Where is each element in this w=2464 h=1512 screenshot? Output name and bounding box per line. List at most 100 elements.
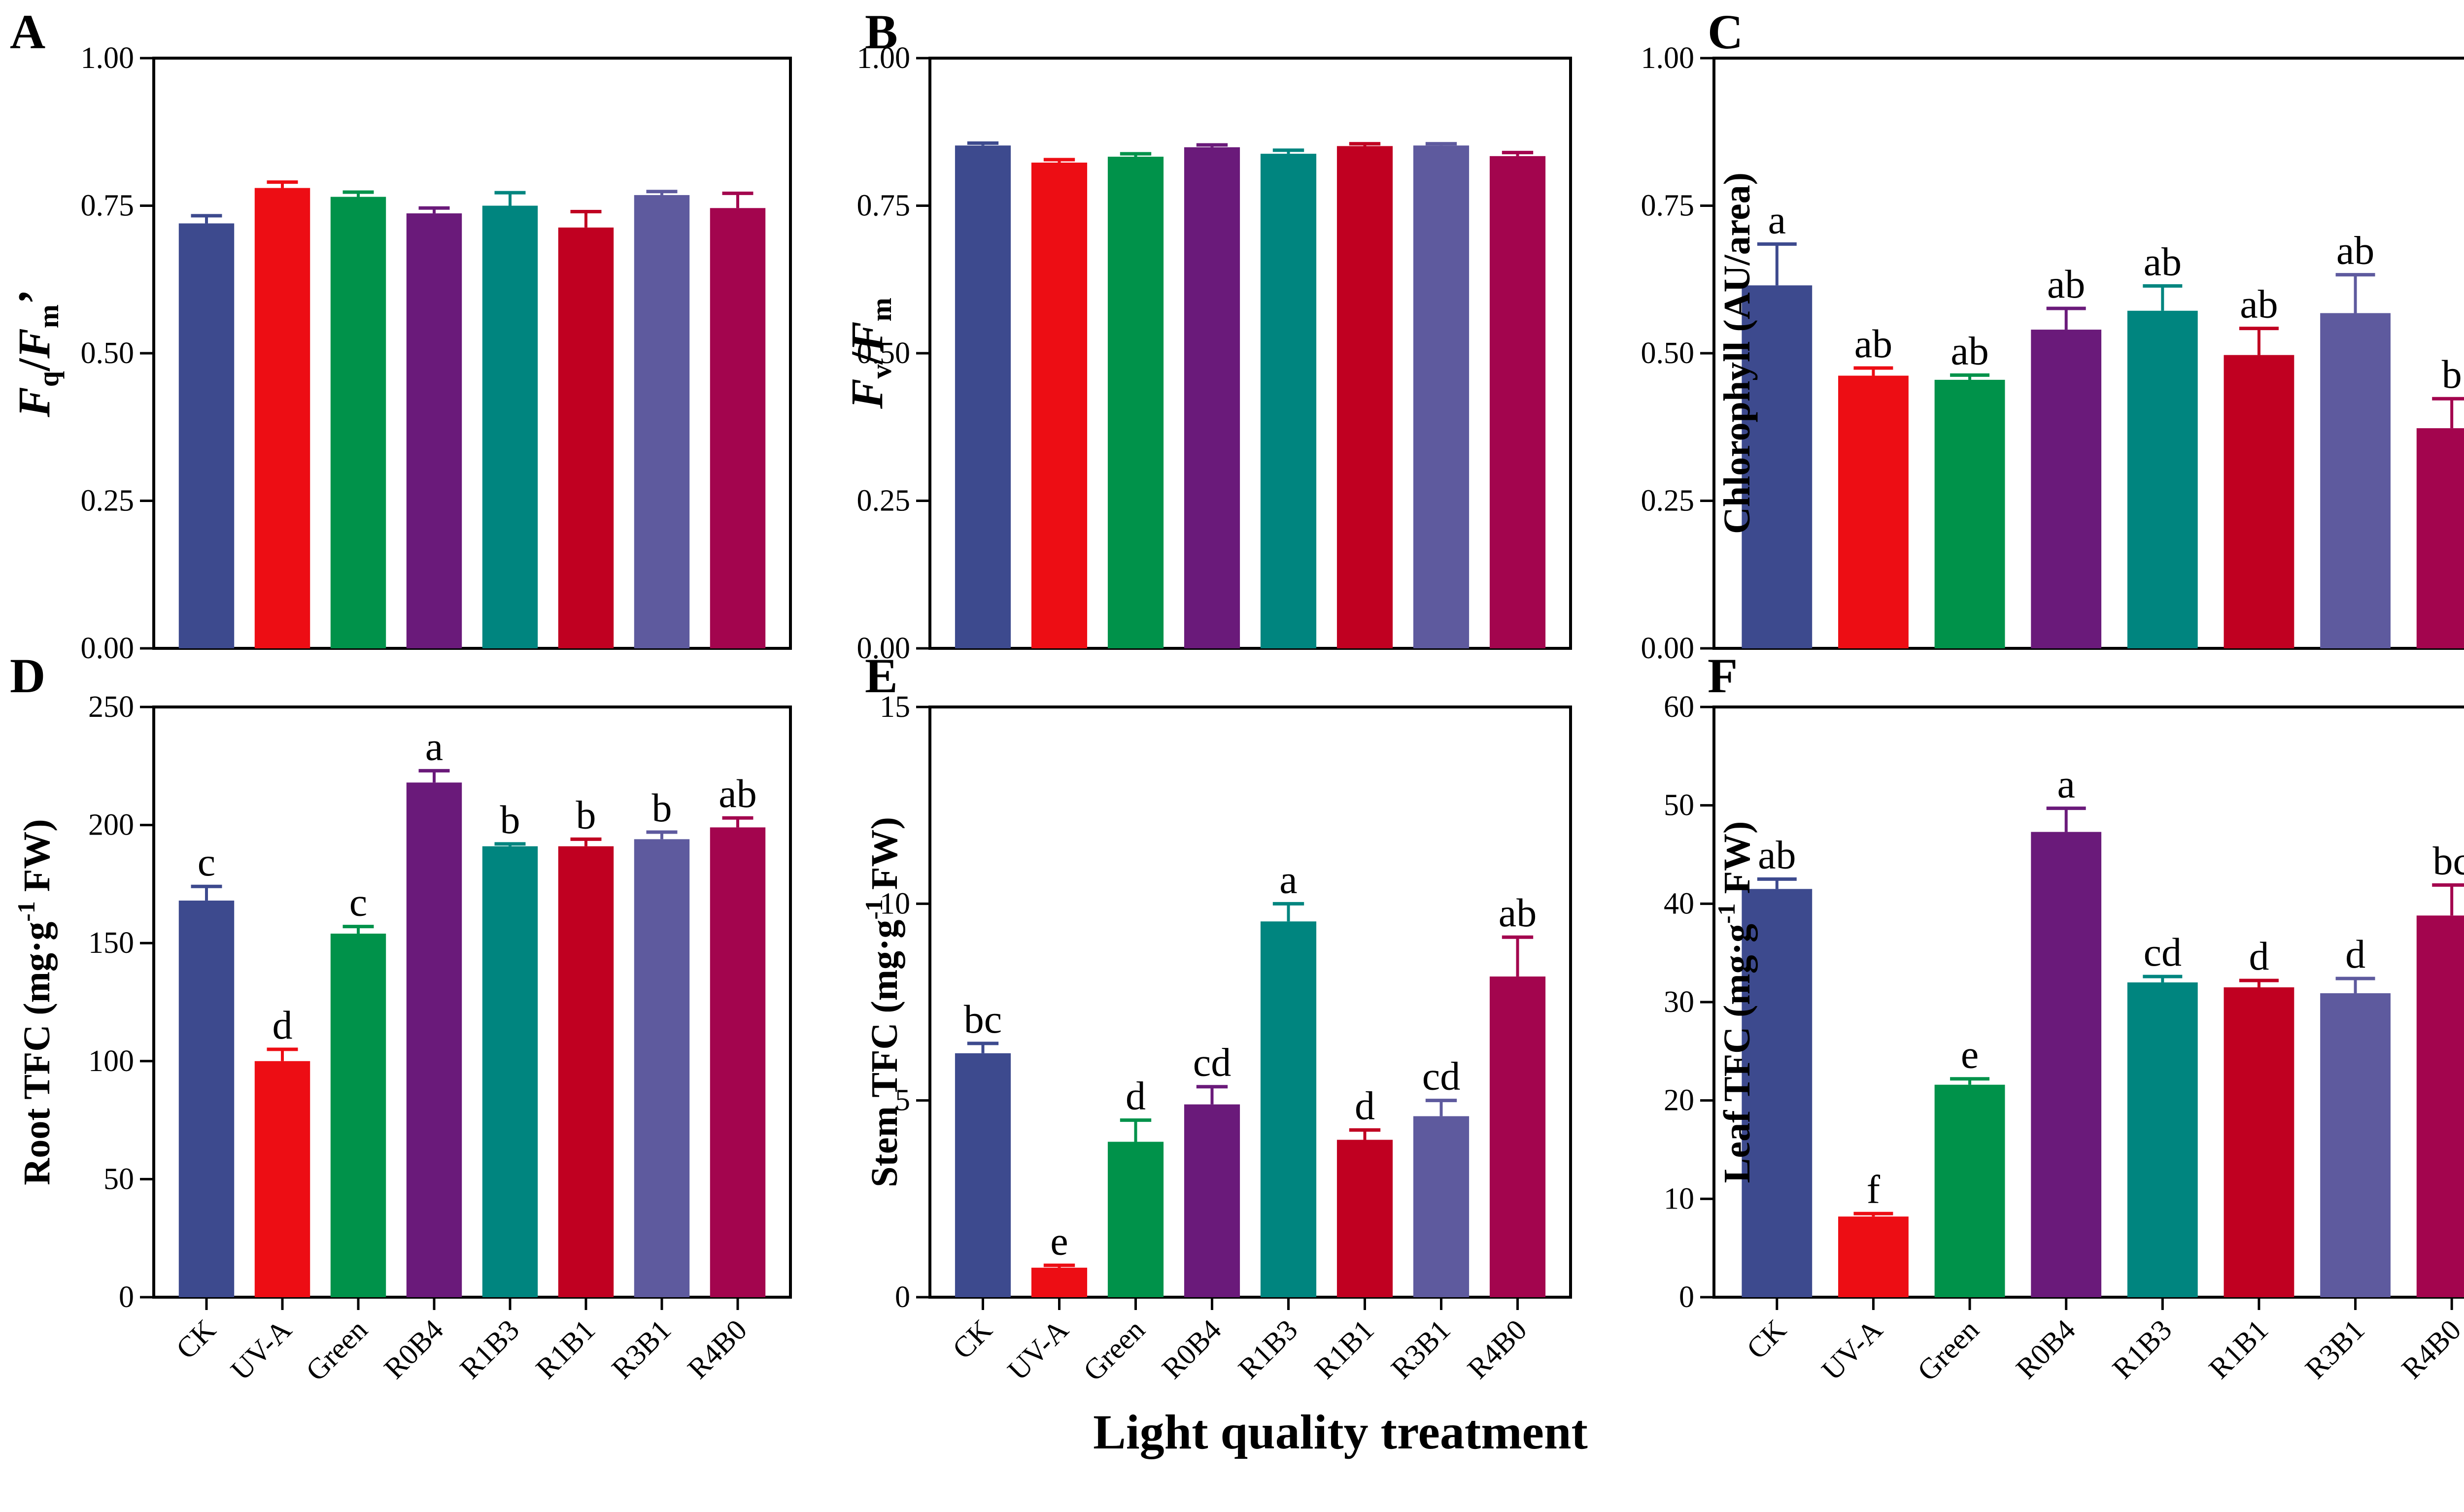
x-category-label: R1B3	[453, 1313, 525, 1385]
panel-letter: E	[865, 648, 898, 703]
significance-label: c	[349, 880, 367, 925]
bar-r1b1	[2224, 987, 2294, 1297]
significance-label: b	[500, 797, 520, 842]
bar-r3b1	[1413, 1116, 1470, 1297]
significance-label: ab	[1499, 890, 1537, 935]
x-category-label: R0B4	[377, 1313, 449, 1385]
bar-uv-a	[254, 188, 310, 648]
panel-F: F 0 10 20 30 40 50 60 ab CK f UV-A e Green a R0B4 cd R1B3…	[1664, 648, 2464, 1387]
bar-r1b1	[1336, 1140, 1393, 1297]
bar-r1b3	[2127, 310, 2198, 648]
significance-label: e	[1050, 1218, 1068, 1263]
significance-label: cd	[1422, 1054, 1460, 1099]
significance-label: b	[2442, 352, 2462, 397]
x-category-label: Green	[1911, 1313, 1985, 1387]
bar-r1b3	[1260, 154, 1317, 648]
bar-uv-a	[1838, 1216, 1909, 1297]
x-category-label: CK	[946, 1313, 998, 1366]
bar-r4b0	[1489, 976, 1546, 1297]
bar-r0b4	[2031, 330, 2102, 648]
significance-label: ab	[1854, 321, 1892, 366]
panel-A: A 0.00 0.25 0.50 0.75 1.00 Fq/Fm’	[9, 4, 792, 665]
bar-r0b4	[2031, 832, 2102, 1297]
bar-r0b4	[406, 213, 462, 649]
significance-label: f	[1867, 1167, 1881, 1211]
bar-r1b1	[1336, 146, 1393, 648]
x-axis-title: Light quality treatment	[1093, 1405, 1588, 1459]
panel-letter: C	[1708, 4, 1743, 59]
y-tick-label: 0.25	[1641, 484, 1695, 518]
y-tick-label: 0.00	[81, 632, 135, 665]
y-tick-label: 5	[895, 1084, 910, 1117]
y-tick-label: 250	[88, 690, 134, 724]
bar-r3b1	[2320, 993, 2391, 1297]
plot-frame	[152, 706, 792, 1299]
bar-ck	[1742, 889, 1813, 1297]
bar-uv-a	[1838, 375, 1909, 648]
bar-r1b1	[558, 227, 614, 648]
bar-r0b4	[1184, 1104, 1240, 1297]
y-tick-label: 0.00	[1641, 632, 1695, 665]
x-category-label: R0B4	[1156, 1313, 1228, 1385]
bar-green	[1107, 1142, 1164, 1297]
panel-C: C 0.00 0.25 0.50 0.75 1.00 a ab ab ab ab ab ab b Chlor…	[1641, 4, 2464, 665]
bar-ck	[1742, 285, 1813, 648]
x-category-label: R4B0	[1461, 1313, 1533, 1385]
y-tick-label: 15	[880, 690, 910, 724]
y-axis-label: Fv/Fm	[842, 298, 897, 409]
x-category-label: R3B1	[605, 1313, 677, 1385]
y-tick-label: 0	[119, 1280, 134, 1314]
y-tick-label: 20	[1664, 1084, 1694, 1117]
bar-ck	[955, 145, 1011, 649]
panel-letter: D	[10, 648, 45, 703]
y-tick-label: 0.25	[857, 484, 911, 518]
significance-label: d	[2249, 934, 2269, 978]
x-category-label: Green	[300, 1313, 374, 1387]
panel-D: D 0 50 100 150 200 250 c CK d UV-A c Green a R0B4 b R1B3…	[10, 648, 792, 1387]
bar-green	[1934, 1084, 2005, 1297]
significance-label: a	[425, 724, 443, 769]
bar-r1b3	[2127, 982, 2198, 1297]
x-category-label: R1B1	[1308, 1313, 1380, 1385]
bar-r1b1	[558, 846, 614, 1297]
bar-green	[330, 934, 386, 1297]
y-tick-label: 10	[880, 887, 910, 920]
significance-label: d	[1126, 1074, 1146, 1118]
y-tick-label: 0.25	[81, 484, 135, 518]
y-tick-label: 0.50	[1641, 336, 1695, 370]
chart-panels: A 0.00 0.25 0.50 0.75 1.00 Fq/Fm’ B 0.00 0.25 0.50…	[9, 4, 2464, 1387]
y-tick-label: 30	[1664, 985, 1694, 1019]
significance-label: ab	[1951, 328, 1988, 373]
plot-frame	[152, 57, 792, 650]
bar-r1b3	[482, 846, 538, 1297]
bar-ck	[955, 1053, 1011, 1297]
bar-r4b0	[1489, 156, 1546, 648]
bar-r1b3	[1260, 921, 1317, 1297]
panel-letter: A	[10, 4, 45, 59]
significance-label: ab	[2047, 262, 2085, 306]
significance-label: a	[1768, 197, 1786, 242]
significance-label: bc	[964, 997, 1002, 1042]
x-category-label: R1B3	[1232, 1313, 1304, 1385]
bar-uv-a	[1031, 163, 1088, 648]
bar-r3b1	[1413, 145, 1470, 649]
y-tick-label: 0	[1679, 1280, 1694, 1314]
y-axis-label: Leaf TFC (mg·g-1 FW)	[1712, 821, 1758, 1183]
significance-label: a	[2057, 762, 2075, 806]
panel-letter: F	[1708, 648, 1738, 703]
x-category-label: R1B3	[2106, 1313, 2178, 1385]
significance-label: b	[652, 785, 672, 830]
y-axis-label: Fq/Fm’	[9, 289, 65, 418]
plot-frame	[928, 706, 1572, 1299]
bar-r3b1	[634, 839, 690, 1297]
bar-r4b0	[2416, 428, 2464, 648]
bar-green	[1934, 379, 2005, 648]
x-category-label: Green	[1077, 1313, 1151, 1387]
significance-label: e	[1961, 1032, 1979, 1077]
bar-r1b1	[2224, 355, 2294, 648]
bar-green	[1107, 157, 1164, 648]
significance-label: ab	[2336, 228, 2374, 273]
y-tick-label: 1.00	[1641, 41, 1695, 75]
bar-ck	[178, 223, 235, 648]
